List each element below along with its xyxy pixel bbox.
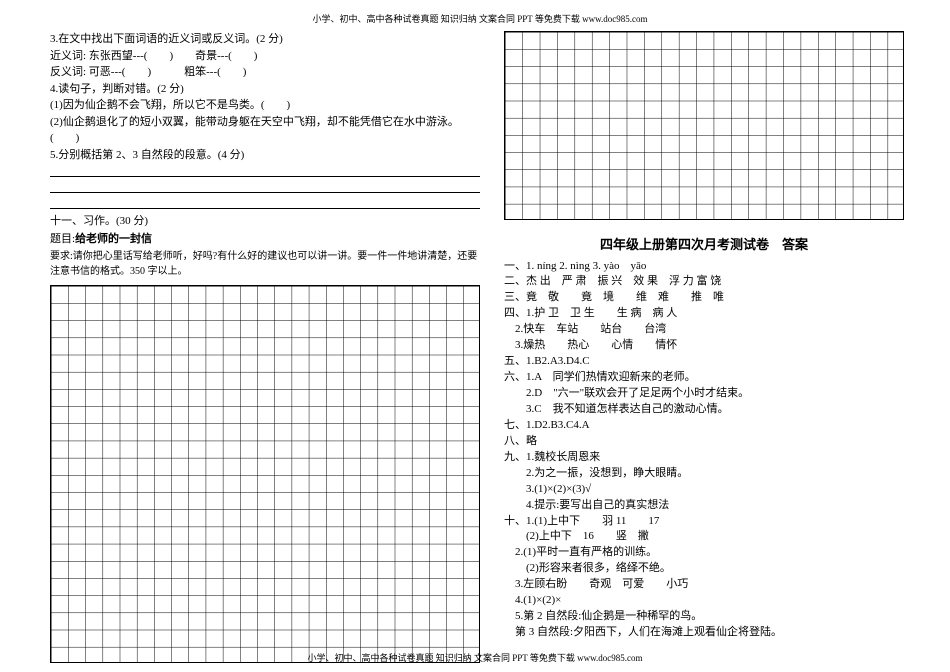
answer-line: 八、略	[504, 434, 904, 450]
q4-line2: (2)仙企鹅退化了的短小双翼，能带动身躯在天空中飞翔，却不能凭借它在水中游泳。	[50, 114, 480, 131]
answer-line: 4.(1)×(2)×	[504, 593, 904, 609]
answer-line: 3.C 我不知道怎样表达自己的激动心情。	[504, 402, 904, 418]
left-column: 3.在文中找出下面词语的近义词或反义词。(2 分) 近义词: 东张西望---( …	[50, 31, 480, 641]
answer-line: 3.燥热 热心 心情 情怀	[504, 338, 904, 354]
answer-line: 十、1.(1)上中下 羽 11 17	[504, 514, 904, 530]
answer-line: (2)形容来者很多，络绎不绝。	[504, 561, 904, 577]
answer-line: 第 3 自然段:夕阳西下，人们在海滩上观看仙企将登陆。	[504, 625, 904, 641]
q3-title: 3.在文中找出下面词语的近义词或反义词。(2 分)	[50, 31, 480, 48]
content-columns: 3.在文中找出下面词语的近义词或反义词。(2 分) 近义词: 东张西望---( …	[50, 31, 910, 641]
answer-line: (2)上中下 16 竖 撇	[504, 529, 904, 545]
answer-line: 2.D "六一"联欢会开了足足两个小时才结束。	[504, 386, 904, 402]
q5-title: 5.分别概括第 2、3 自然段的段意。(4 分)	[50, 147, 480, 164]
topic-text: 给老师的一封信	[75, 233, 152, 245]
section-11-title: 十一、习作。(30 分)	[50, 213, 480, 231]
answer-block: 一、1. níng 2. nìng 3. yào yāo二、杰 出 严 肃 振 …	[504, 259, 904, 642]
answer-line: 六、1.A 同学们热情欢迎新来的老师。	[504, 370, 904, 386]
topic-label: 题目:	[50, 233, 75, 245]
answer-line: 2.(1)平时一直有严格的训练。	[504, 545, 904, 561]
q4-line3: ( )	[50, 130, 480, 147]
answer-line-3	[50, 195, 480, 209]
writing-grid-right	[504, 31, 904, 220]
answer-sheet-title: 四年级上册第四次月考测试卷 答案	[504, 234, 904, 253]
answer-line: 5.第 2 自然段:仙企鹅是一种稀罕的鸟。	[504, 609, 904, 625]
answer-line: 2.为之一振，没想到，睁大眼睛。	[504, 466, 904, 482]
answer-line: 七、1.D2.B3.C4.A	[504, 418, 904, 434]
topic-row: 题目:给老师的一封信	[50, 231, 480, 248]
q3-line1: 近义词: 东张西望---( ) 奇景---( )	[50, 48, 480, 65]
page-header: 小学、初中、高中各种试卷真题 知识归纳 文案合同 PPT 等免费下载 www.d…	[50, 12, 910, 25]
requirement-text: 要求:请你把心里话写给老师听，好吗?有什么好的建议也可以讲一讲。要一件一件地讲清…	[50, 249, 480, 279]
q4-line1: (1)因为仙企鹅不会飞翔，所以它不是鸟类。( )	[50, 97, 480, 114]
answer-line: 3.(1)×(2)×(3)√	[504, 482, 904, 498]
answer-line-1	[50, 163, 480, 177]
writing-grid-left	[50, 285, 480, 663]
answer-line: 五、1.B2.A3.D4.C	[504, 354, 904, 370]
page-footer: 小学、初中、高中各种试卷真题 知识归纳 文案合同 PPT 等免费下载 www.d…	[0, 651, 950, 664]
answer-line: 九、1.魏校长周恩来	[504, 450, 904, 466]
right-column: 四年级上册第四次月考测试卷 答案 一、1. níng 2. nìng 3. yà…	[504, 31, 904, 641]
answer-line: 2.快车 车站 站台 台湾	[504, 322, 904, 338]
answer-line: 一、1. níng 2. nìng 3. yào yāo	[504, 259, 904, 275]
answer-line: 二、杰 出 严 肃 振 兴 效 果 浮 力 富 饶	[504, 274, 904, 290]
answer-line: 4.提示:要写出自己的真实想法	[504, 498, 904, 514]
answer-line: 3.左顾右盼 奇观 可爱 小巧	[504, 577, 904, 593]
answer-line: 四、1.护 卫 卫 生 生 病 病 人	[504, 306, 904, 322]
q4-title: 4.读句子，判断对错。(2 分)	[50, 81, 480, 98]
answer-line: 三、竟 敬 竟 境 维 难 推 唯	[504, 290, 904, 306]
answer-line-2	[50, 179, 480, 193]
q3-line2: 反义词: 可恶---( ) 粗笨---( )	[50, 64, 480, 81]
